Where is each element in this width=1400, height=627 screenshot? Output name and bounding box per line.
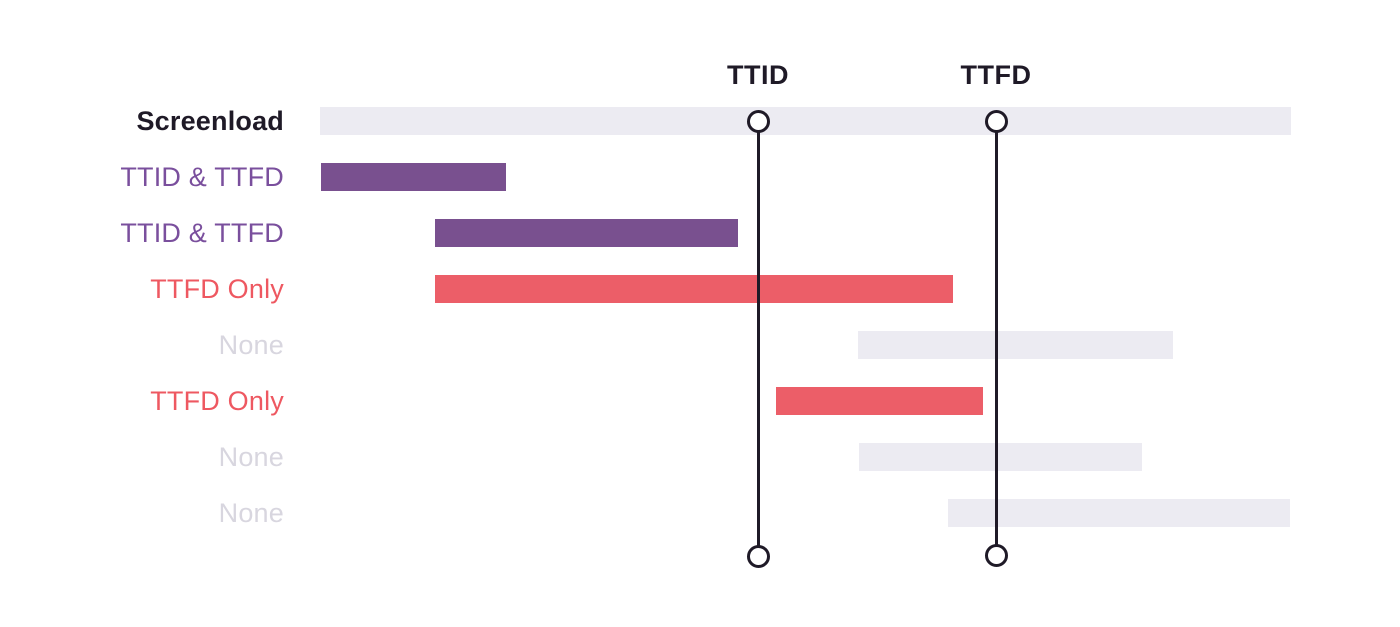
ttid-marker-line (756, 121, 760, 556)
span-bar-none (859, 443, 1142, 471)
row-label-none: None (218, 442, 284, 472)
ttfd-top-circle (984, 109, 1008, 133)
row-label-none: None (218, 330, 284, 360)
row-label-ttfd_only: TTFD Only (150, 386, 284, 416)
span-bar-ttid_ttfd (435, 219, 738, 247)
row-label-none: None (218, 498, 284, 528)
ttfd-bottom-circle (984, 543, 1008, 567)
span-bar-none (858, 331, 1173, 359)
row-label-screenload: Screenload (136, 106, 284, 136)
row-label-ttid_ttfd: TTID & TTFD (120, 218, 284, 248)
ttid-marker-label: TTID (727, 60, 789, 90)
row-label-ttfd_only: TTFD Only (150, 274, 284, 304)
ttid-top-circle (746, 109, 770, 133)
ttid-bottom-circle (746, 544, 770, 568)
span-bar-ttfd_only (435, 275, 953, 303)
span-bar-screenload (320, 107, 1291, 135)
span-bar-ttid_ttfd (321, 163, 506, 191)
ttfd-marker-line (994, 121, 998, 555)
span-bar-ttfd_only (776, 387, 983, 415)
ttfd-marker-label: TTFD (960, 60, 1032, 90)
row-label-ttid_ttfd: TTID & TTFD (120, 162, 284, 192)
span-bar-none (948, 499, 1290, 527)
